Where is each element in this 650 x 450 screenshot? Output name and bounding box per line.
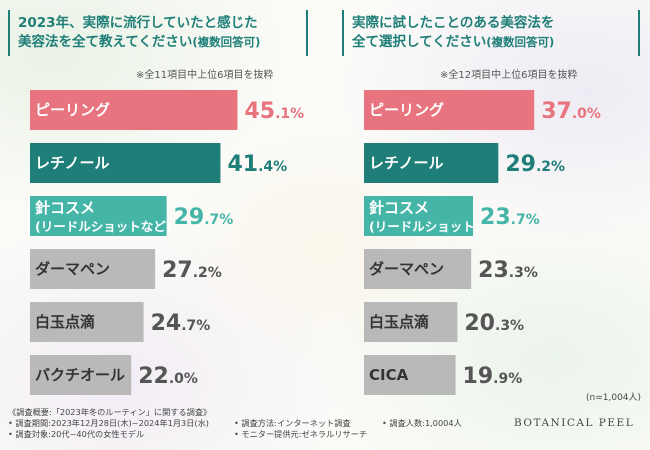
right-value-label-4: 20.3% bbox=[464, 311, 524, 336]
right-title-line2: 全て選択してください bbox=[352, 34, 487, 50]
left-value-label-5: 22.0% bbox=[138, 364, 198, 389]
right-bar-2 bbox=[364, 196, 474, 236]
right-bar-3 bbox=[364, 249, 472, 289]
left-chart-title: 2023年、実際に流行していたと感じた 美容法を全て教えてください(複数回答可) bbox=[8, 10, 308, 56]
left-bar-label-2-b: (リードルショットなど) bbox=[35, 219, 171, 234]
left-title-suffix: (複数回答可) bbox=[192, 35, 261, 49]
right-title-suffix: (複数回答可) bbox=[486, 35, 555, 49]
left-value-label-2: 29.7% bbox=[174, 205, 234, 230]
footer-count: • 調査人数:1,0004人 bbox=[382, 418, 462, 428]
right-title-line1: 実際に試したことのある美容法を bbox=[352, 15, 555, 31]
footer-method: • 調査方法:インターネット調査 bbox=[234, 418, 351, 428]
right-bar-1 bbox=[364, 143, 499, 183]
brand-logo: BOTANICAL PEEL bbox=[514, 417, 635, 429]
right-value-label-3: 23.3% bbox=[478, 258, 538, 283]
left-bar-5 bbox=[30, 355, 132, 395]
footer-period: • 調査期間:2023年12月28日(木)~2024年1月3日(水) bbox=[8, 418, 210, 428]
left-bar-label-3: ダーマペン bbox=[35, 260, 110, 278]
right-bar-label-2-b: (リードルショット) bbox=[369, 219, 480, 234]
left-bar-3 bbox=[30, 249, 156, 289]
left-value-label-3: 27.2% bbox=[162, 258, 222, 283]
left-bar-0 bbox=[30, 90, 238, 130]
right-value-label-2: 23.7% bbox=[480, 205, 540, 230]
footer-provider: • モニター提供元:ゼネラルリサーチ bbox=[234, 429, 368, 439]
right-value-label-1: 29.2% bbox=[505, 152, 565, 177]
left-bar-label-0: ピーリング bbox=[35, 101, 110, 119]
right-bar-label-5: CICA bbox=[369, 366, 409, 384]
right-chart-title: 実際に試したことのある美容法を 全て選択してください(複数回答可) bbox=[342, 10, 640, 56]
left-title-line2: 美容法を全て教えてください bbox=[18, 34, 193, 50]
right-value-label-0: 37.0% bbox=[541, 99, 601, 124]
left-bar-label-2-a: 針コスメ bbox=[35, 199, 95, 217]
footer-col3: • 調査人数:1,0004人 bbox=[382, 418, 462, 429]
left-note: ※全11項目中上位6項目を抜粋 bbox=[136, 70, 274, 81]
left-bar-2 bbox=[30, 196, 167, 236]
footer-col1: 《調査概要:「2023年冬のルーティン」に関する調査》 • 調査期間:2023年… bbox=[8, 407, 211, 440]
left-bar-label-4: 白玉点滴 bbox=[35, 313, 95, 331]
left-value-label-0: 45.1% bbox=[244, 99, 304, 124]
left-bar-label-1: レチノール bbox=[35, 154, 110, 172]
right-bar-label-3: ダーマペン bbox=[369, 260, 444, 278]
left-value-label-1: 41.4% bbox=[227, 152, 287, 177]
right-value-label-5: 19.9% bbox=[463, 364, 523, 389]
right-bar-5 bbox=[364, 355, 456, 395]
right-bar-4 bbox=[364, 302, 458, 342]
left-bar-4 bbox=[30, 302, 144, 342]
right-bar-label-1: レチノール bbox=[369, 154, 444, 172]
footer-col2: • 調査方法:インターネット調査 • モニター提供元:ゼネラルリサーチ bbox=[234, 418, 367, 440]
right-bar-0 bbox=[364, 90, 535, 130]
left-bar-1 bbox=[30, 143, 221, 183]
footer-overview: 《調査概要:「2023年冬のルーティン」に関する調査》 bbox=[8, 407, 212, 417]
right-bar-label-0: ピーリング bbox=[369, 101, 444, 119]
right-bar-label-2-a: 針コスメ bbox=[369, 199, 429, 217]
footer-target: • 調査対象:20代~40代の女性モデル bbox=[8, 429, 145, 439]
sample-size: (n=1,004人) bbox=[586, 393, 642, 403]
left-value-label-4: 24.7% bbox=[151, 311, 211, 336]
right-bar-label-4: 白玉点滴 bbox=[369, 313, 429, 331]
left-bar-label-5: バクチオール bbox=[35, 366, 125, 384]
left-title-line1: 2023年、実際に流行していたと感じた bbox=[18, 15, 258, 31]
right-note: ※全12項目中上位6項目を抜粋 bbox=[440, 70, 578, 81]
